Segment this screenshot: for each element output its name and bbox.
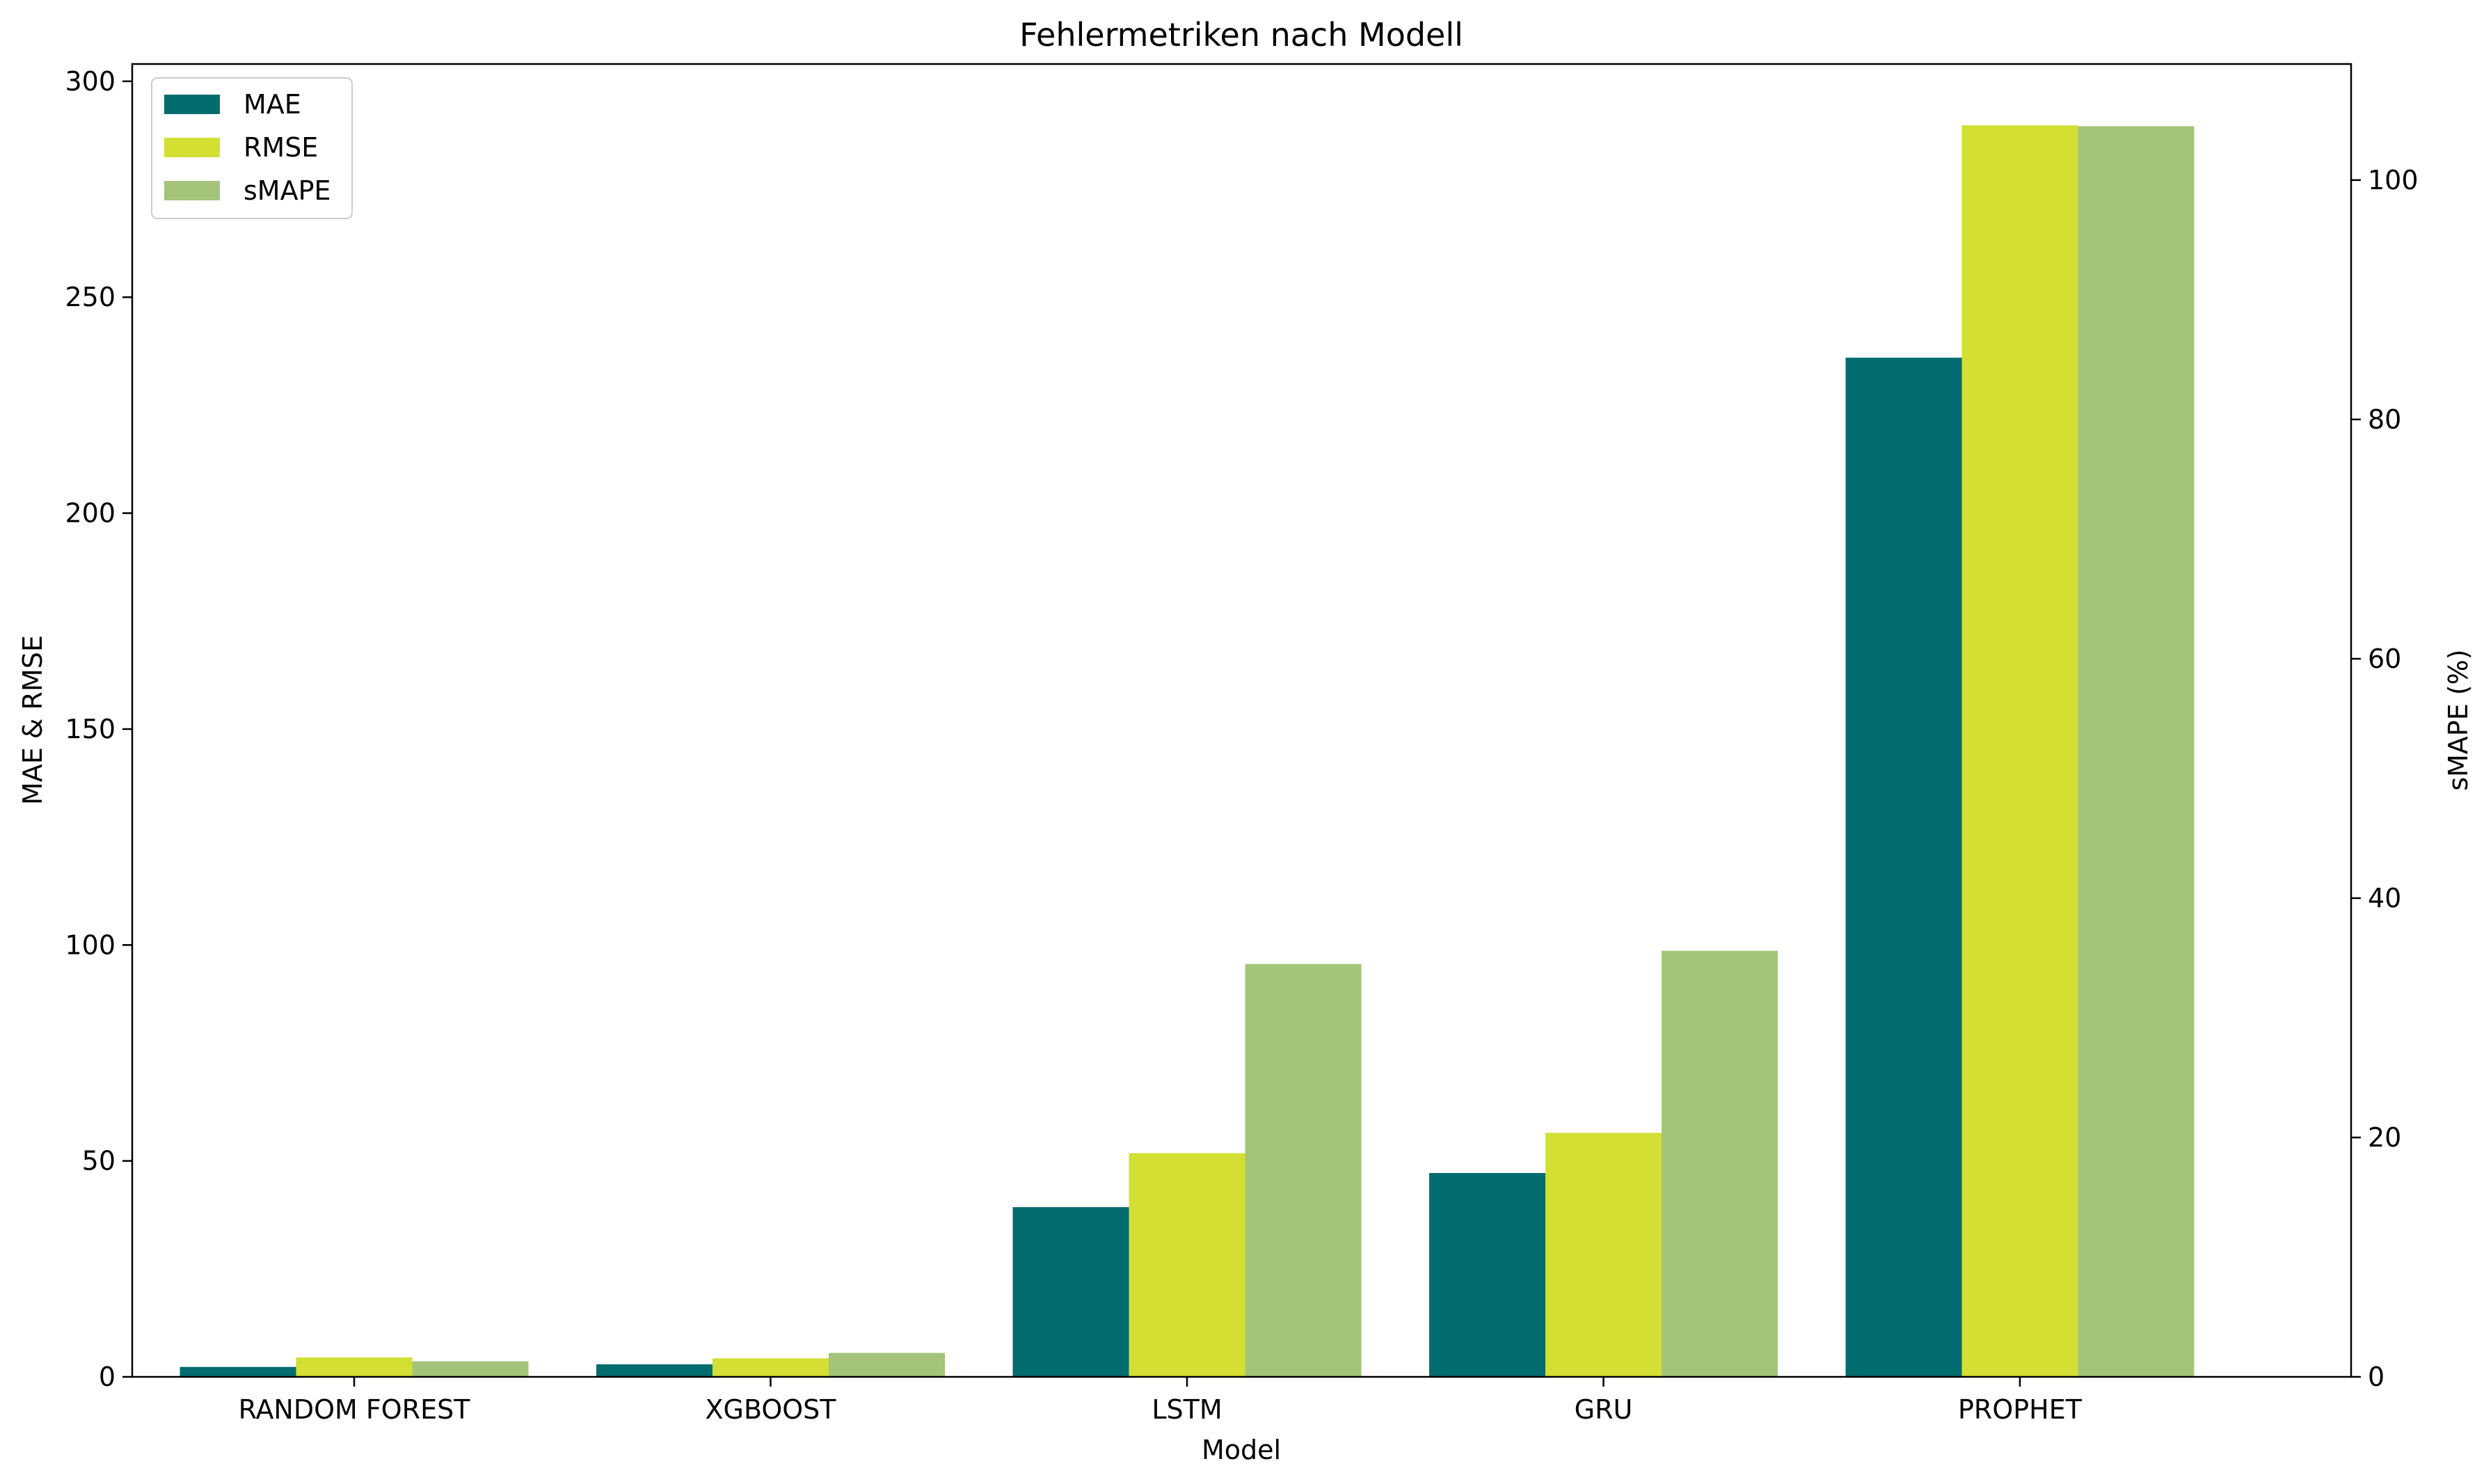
bar-smape-prophet — [2078, 126, 2195, 1378]
bar-rmse-prophet — [1961, 125, 2078, 1377]
y-right-tick-label: 0 — [2368, 1362, 2385, 1392]
x-tick-label: PROPHET — [1958, 1394, 2083, 1425]
bar-smape-gru — [1662, 950, 1778, 1377]
x-tick-label: XGBOOST — [705, 1394, 836, 1425]
legend-swatch-mae — [164, 95, 220, 114]
x-tick-label: LSTM — [1152, 1394, 1222, 1425]
bar-mae-random-forest — [180, 1366, 296, 1377]
bar-mae-lstm — [1012, 1207, 1129, 1377]
bar-smape-random-forest — [412, 1361, 529, 1377]
y-right-tick-label: 80 — [2368, 404, 2401, 435]
bar-rmse-random-forest — [296, 1357, 413, 1377]
y-tick-label: 50 — [82, 1146, 116, 1176]
bar-rmse-gru — [1545, 1133, 1662, 1377]
plot-frame — [131, 63, 2352, 1378]
y-right-tick-label: 40 — [2368, 883, 2401, 913]
y-tick-label: 200 — [65, 498, 116, 529]
bar-smape-xgboost — [829, 1353, 945, 1377]
y-tick-label: 100 — [65, 930, 116, 960]
bar-mae-prophet — [1845, 358, 1962, 1377]
right-axis-ticks: 0 20 40 60 80 100 — [2351, 165, 2419, 1392]
x-axis-ticks: RANDOM FOREST XGBOOST LSTM GRU PROPHET — [239, 1377, 2083, 1425]
bar-mae-gru — [1429, 1173, 1545, 1377]
bar-mae-xgboost — [596, 1364, 712, 1377]
bar-smape-lstm — [1245, 964, 1362, 1377]
legend-swatch-smape — [164, 181, 220, 200]
legend-label-smape: sMAPE — [244, 175, 331, 206]
legend: MAE RMSE sMAPE — [151, 77, 353, 219]
y-right-tick-label: 20 — [2368, 1122, 2401, 1153]
y-right-tick-label: 60 — [2368, 644, 2401, 674]
left-axis-ticks: 0 50 100 150 200 250 300 — [65, 66, 132, 1392]
legend-swatch-rmse — [164, 138, 220, 157]
x-tick-label: RANDOM FOREST — [239, 1394, 471, 1425]
y-axis-title: MAE & RMSE — [17, 635, 48, 805]
y-axis-right-title: sMAPE (%) — [2443, 649, 2474, 790]
bars-layer — [180, 125, 2195, 1378]
bar-rmse-xgboost — [712, 1358, 829, 1377]
y-tick-label: 300 — [65, 66, 116, 97]
legend-label-mae: MAE — [244, 89, 301, 120]
bar-rmse-lstm — [1129, 1153, 1245, 1377]
y-tick-label: 0 — [99, 1362, 116, 1392]
legend-label-rmse: RMSE — [244, 132, 318, 163]
chart-title: Fehlermetriken nach Modell — [1019, 16, 1463, 54]
y-tick-label: 150 — [65, 714, 116, 744]
y-right-tick-label: 100 — [2368, 165, 2419, 196]
x-tick-label: GRU — [1575, 1394, 1633, 1425]
x-axis-title: Model — [1202, 1435, 1281, 1465]
y-tick-label: 250 — [65, 282, 116, 312]
